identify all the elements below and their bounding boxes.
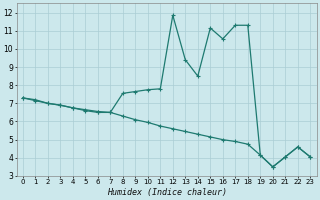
X-axis label: Humidex (Indice chaleur): Humidex (Indice chaleur): [107, 188, 227, 197]
